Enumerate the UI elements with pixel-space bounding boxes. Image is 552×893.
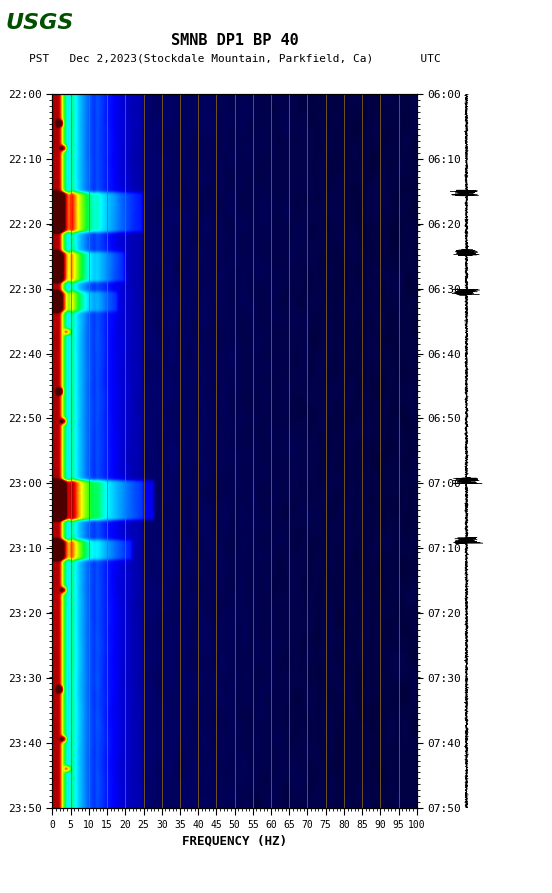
X-axis label: FREQUENCY (HZ): FREQUENCY (HZ)	[182, 834, 287, 847]
Text: PST   Dec 2,2023(Stockdale Mountain, Parkfield, Ca)       UTC: PST Dec 2,2023(Stockdale Mountain, Parkf…	[29, 53, 440, 63]
Text: USGS: USGS	[6, 13, 74, 33]
Text: SMNB DP1 BP 40: SMNB DP1 BP 40	[171, 33, 299, 47]
